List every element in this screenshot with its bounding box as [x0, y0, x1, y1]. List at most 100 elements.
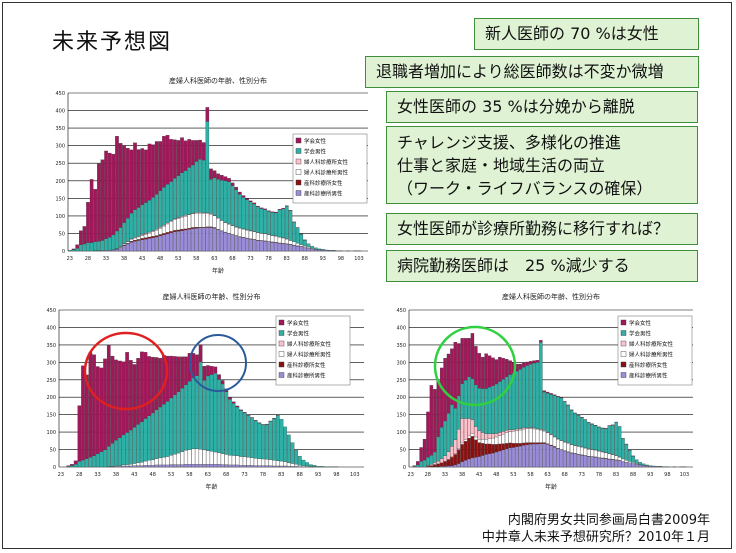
bar-segment [450, 457, 454, 466]
bar-segment [81, 459, 85, 468]
bar-segment [223, 176, 228, 181]
bar-segment [235, 464, 240, 468]
slide-title: 未来予想図 [52, 30, 173, 55]
bar-segment [187, 353, 192, 382]
bar-segment [426, 457, 430, 466]
bar-segment [261, 458, 265, 466]
bar-segment [433, 389, 437, 453]
bar-segment [172, 218, 177, 220]
bar-segment [303, 239, 307, 247]
bar-segment [631, 456, 635, 463]
bar-segment [474, 457, 478, 468]
bar-segment [515, 443, 519, 447]
bar-segment [453, 408, 458, 440]
bar-segment [217, 464, 221, 468]
bar-segment [504, 443, 509, 449]
bar-segment [194, 212, 199, 228]
bar-segment [195, 464, 199, 468]
bar-segment [257, 458, 262, 466]
bar-segment [450, 446, 454, 458]
bar-segment [184, 464, 188, 468]
bar-segment [515, 370, 519, 430]
bar-segment [144, 238, 148, 252]
x-tick-label: 33 [442, 472, 448, 478]
bar-segment [274, 212, 278, 237]
bar-segment [147, 460, 151, 466]
y-tick-label: 100 [396, 430, 406, 436]
legend-swatch [278, 340, 285, 347]
bar-segment [576, 454, 581, 468]
bar-segment [525, 444, 529, 468]
bar-segment [184, 450, 188, 465]
bar-segment [614, 459, 618, 468]
bar-segment [600, 428, 605, 452]
bar-segment [165, 222, 170, 225]
bar-segment [460, 444, 464, 462]
bar-segment [234, 235, 239, 252]
bar-segment [162, 464, 166, 468]
bar-segment [71, 249, 76, 252]
bar-segment [238, 236, 242, 252]
bar-segment [239, 410, 243, 457]
bar-segment [165, 355, 170, 402]
y-tick-label: 400 [55, 109, 65, 115]
y-tick-label: 250 [46, 378, 56, 384]
y-tick-label: 250 [55, 161, 65, 167]
bar-segment [253, 465, 258, 468]
bar-segment [439, 367, 444, 428]
y-tick-label: 50 [59, 231, 65, 237]
bar-segment [89, 179, 94, 243]
bar-segment [183, 229, 188, 252]
bar-segment [173, 464, 177, 468]
bar-segment [501, 443, 505, 451]
bar-segment [518, 443, 523, 447]
chart-svg: 産婦人科医師の年齢、性別分布 0 50 100 150 200 250 300 350 400 45… [396, 292, 693, 491]
x-tick-label: 58 [527, 472, 533, 478]
x-tick-label: 43 [131, 472, 137, 478]
x-axis-label: 年齢 [545, 483, 557, 491]
bar-segment [266, 234, 271, 242]
bar-segment [542, 442, 546, 444]
bar-segment [539, 442, 543, 444]
bar-segment [187, 139, 192, 168]
bar-segment [470, 378, 475, 421]
bar-segment [242, 412, 247, 458]
source-citation: 内閣府男女共同参画局白書2009年 中井章人未来予想研究所？2010年１月 [482, 512, 710, 546]
x-tick-label: 28 [76, 472, 82, 478]
bar-segment [549, 434, 553, 446]
bar-segment [641, 465, 646, 468]
bar-segment [467, 435, 471, 439]
bar-segment [250, 457, 254, 466]
bar-segment [532, 427, 536, 430]
bar-segment [195, 354, 199, 376]
bar-segment [628, 462, 632, 468]
bar-segment [238, 193, 242, 228]
bar-segment [191, 213, 195, 228]
bar-segment [563, 450, 567, 468]
bar-segment [180, 216, 184, 218]
bar-segment [559, 397, 564, 399]
bar-segment [621, 438, 625, 460]
bar-segment [484, 439, 488, 445]
bar-segment [198, 212, 202, 228]
bar-segment [147, 231, 152, 234]
bar-segment [281, 208, 285, 238]
bar-segment [136, 207, 141, 237]
bar-segment [518, 363, 523, 370]
bar-segment [158, 141, 163, 191]
bar-segment [191, 464, 196, 468]
bar-segment [206, 375, 210, 451]
bar-segment [84, 374, 89, 459]
bar-segment [201, 159, 206, 213]
bar-segment [169, 464, 174, 468]
legend-swatch [278, 319, 285, 326]
bar-segment [246, 457, 251, 466]
bar-segment [422, 438, 427, 461]
legend-label: 婦人科診療所男性 [304, 169, 349, 177]
bar-segment [169, 220, 173, 222]
bar-segment [99, 451, 104, 468]
y-tick-label: 200 [396, 395, 406, 401]
bar-segment [266, 211, 271, 235]
bar-segment [162, 457, 166, 466]
